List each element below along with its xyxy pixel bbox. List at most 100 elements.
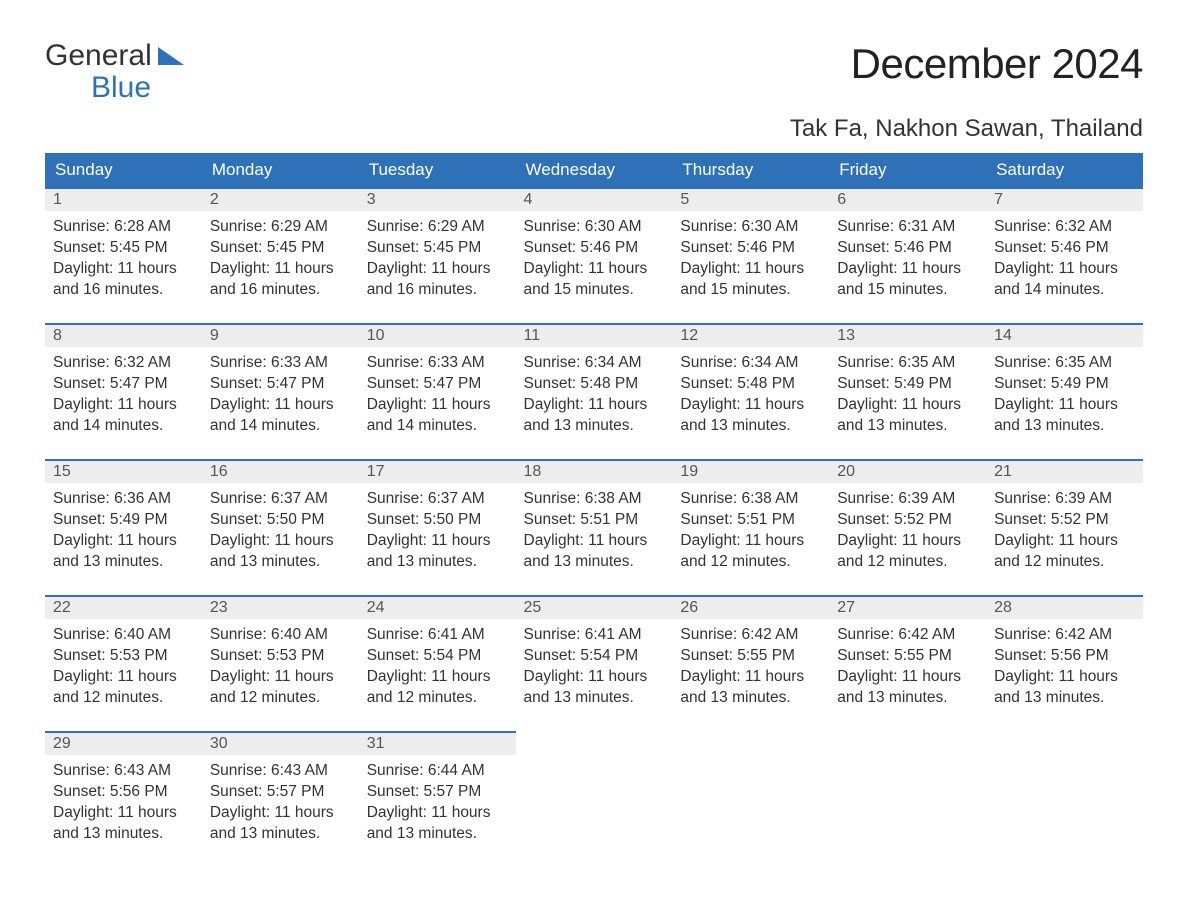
day-cell: 25Sunrise: 6:41 AMSunset: 5:54 PMDayligh… (516, 595, 673, 723)
day-cell (829, 731, 986, 859)
day-number: 3 (359, 187, 516, 211)
daylight-line2: and 14 minutes. (53, 416, 194, 437)
day-details: Sunrise: 6:41 AMSunset: 5:54 PMDaylight:… (516, 619, 673, 719)
sunrise-text: Sunrise: 6:30 AM (680, 217, 821, 238)
daylight-line1: Daylight: 11 hours (53, 259, 194, 280)
sunrise-text: Sunrise: 6:40 AM (53, 625, 194, 646)
daylight-line1: Daylight: 11 hours (994, 259, 1135, 280)
sunset-text: Sunset: 5:46 PM (524, 238, 665, 259)
sunrise-text: Sunrise: 6:35 AM (837, 353, 978, 374)
daylight-line1: Daylight: 11 hours (680, 259, 821, 280)
day-number: 5 (672, 187, 829, 211)
col-sunday: Sunday (45, 153, 202, 187)
daylight-line2: and 14 minutes. (994, 280, 1135, 301)
day-number: 30 (202, 731, 359, 755)
sunrise-text: Sunrise: 6:44 AM (367, 761, 508, 782)
sunrise-text: Sunrise: 6:34 AM (524, 353, 665, 374)
sunset-text: Sunset: 5:47 PM (210, 374, 351, 395)
sunset-text: Sunset: 5:45 PM (210, 238, 351, 259)
day-details: Sunrise: 6:39 AMSunset: 5:52 PMDaylight:… (829, 483, 986, 583)
daylight-line2: and 13 minutes. (837, 688, 978, 709)
sunrise-text: Sunrise: 6:32 AM (994, 217, 1135, 238)
day-details: Sunrise: 6:33 AMSunset: 5:47 PMDaylight:… (359, 347, 516, 447)
daylight-line1: Daylight: 11 hours (994, 395, 1135, 416)
day-cell: 27Sunrise: 6:42 AMSunset: 5:55 PMDayligh… (829, 595, 986, 723)
daylight-line2: and 12 minutes. (367, 688, 508, 709)
sunrise-text: Sunrise: 6:43 AM (53, 761, 194, 782)
sunrise-text: Sunrise: 6:33 AM (367, 353, 508, 374)
daylight-line1: Daylight: 11 hours (210, 667, 351, 688)
day-number: 20 (829, 459, 986, 483)
day-cell: 4Sunrise: 6:30 AMSunset: 5:46 PMDaylight… (516, 187, 673, 315)
day-number: 12 (672, 323, 829, 347)
sunrise-text: Sunrise: 6:34 AM (680, 353, 821, 374)
day-cell: 5Sunrise: 6:30 AMSunset: 5:46 PMDaylight… (672, 187, 829, 315)
day-details: Sunrise: 6:41 AMSunset: 5:54 PMDaylight:… (359, 619, 516, 719)
sunset-text: Sunset: 5:57 PM (367, 782, 508, 803)
col-friday: Friday (829, 153, 986, 187)
daylight-line1: Daylight: 11 hours (524, 531, 665, 552)
sunrise-text: Sunrise: 6:42 AM (994, 625, 1135, 646)
sunrise-text: Sunrise: 6:38 AM (680, 489, 821, 510)
day-details: Sunrise: 6:42 AMSunset: 5:55 PMDaylight:… (829, 619, 986, 719)
daylight-line1: Daylight: 11 hours (210, 531, 351, 552)
day-number: 31 (359, 731, 516, 755)
day-details: Sunrise: 6:28 AMSunset: 5:45 PMDaylight:… (45, 211, 202, 311)
day-details: Sunrise: 6:43 AMSunset: 5:56 PMDaylight:… (45, 755, 202, 855)
day-number: 21 (986, 459, 1143, 483)
week-separator (45, 315, 1143, 323)
sunset-text: Sunset: 5:47 PM (53, 374, 194, 395)
day-number: 22 (45, 595, 202, 619)
sunrise-text: Sunrise: 6:31 AM (837, 217, 978, 238)
daylight-line2: and 15 minutes. (680, 280, 821, 301)
daylight-line1: Daylight: 11 hours (53, 395, 194, 416)
day-number: 19 (672, 459, 829, 483)
week-separator (45, 451, 1143, 459)
day-number: 1 (45, 187, 202, 211)
sunset-text: Sunset: 5:46 PM (994, 238, 1135, 259)
week-row: 8Sunrise: 6:32 AMSunset: 5:47 PMDaylight… (45, 323, 1143, 451)
day-details: Sunrise: 6:29 AMSunset: 5:45 PMDaylight:… (202, 211, 359, 311)
day-cell: 9Sunrise: 6:33 AMSunset: 5:47 PMDaylight… (202, 323, 359, 451)
sunrise-text: Sunrise: 6:43 AM (210, 761, 351, 782)
daylight-line1: Daylight: 11 hours (994, 667, 1135, 688)
sunrise-text: Sunrise: 6:38 AM (524, 489, 665, 510)
day-number: 17 (359, 459, 516, 483)
sunset-text: Sunset: 5:48 PM (524, 374, 665, 395)
day-cell: 8Sunrise: 6:32 AMSunset: 5:47 PMDaylight… (45, 323, 202, 451)
daylight-line2: and 16 minutes. (367, 280, 508, 301)
day-details: Sunrise: 6:42 AMSunset: 5:56 PMDaylight:… (986, 619, 1143, 719)
col-thursday: Thursday (672, 153, 829, 187)
day-cell (516, 731, 673, 859)
sunset-text: Sunset: 5:47 PM (367, 374, 508, 395)
day-cell: 21Sunrise: 6:39 AMSunset: 5:52 PMDayligh… (986, 459, 1143, 587)
daylight-line2: and 14 minutes. (210, 416, 351, 437)
daylight-line1: Daylight: 11 hours (367, 803, 508, 824)
day-details: Sunrise: 6:29 AMSunset: 5:45 PMDaylight:… (359, 211, 516, 311)
day-details: Sunrise: 6:42 AMSunset: 5:55 PMDaylight:… (672, 619, 829, 719)
sunrise-text: Sunrise: 6:28 AM (53, 217, 194, 238)
day-cell: 12Sunrise: 6:34 AMSunset: 5:48 PMDayligh… (672, 323, 829, 451)
day-number: 18 (516, 459, 673, 483)
daylight-line2: and 12 minutes. (837, 552, 978, 573)
daylight-line1: Daylight: 11 hours (367, 531, 508, 552)
day-number: 4 (516, 187, 673, 211)
week-row: 22Sunrise: 6:40 AMSunset: 5:53 PMDayligh… (45, 595, 1143, 723)
daylight-line1: Daylight: 11 hours (994, 531, 1135, 552)
day-cell: 13Sunrise: 6:35 AMSunset: 5:49 PMDayligh… (829, 323, 986, 451)
day-number: 16 (202, 459, 359, 483)
daylight-line1: Daylight: 11 hours (210, 259, 351, 280)
daylight-line2: and 13 minutes. (524, 688, 665, 709)
col-saturday: Saturday (986, 153, 1143, 187)
day-details: Sunrise: 6:32 AMSunset: 5:47 PMDaylight:… (45, 347, 202, 447)
calendar-table: Sunday Monday Tuesday Wednesday Thursday… (45, 153, 1143, 859)
sunrise-text: Sunrise: 6:29 AM (367, 217, 508, 238)
sunrise-text: Sunrise: 6:37 AM (367, 489, 508, 510)
day-details: Sunrise: 6:40 AMSunset: 5:53 PMDaylight:… (202, 619, 359, 719)
logo-word1: General (45, 40, 152, 72)
sunrise-text: Sunrise: 6:39 AM (837, 489, 978, 510)
daylight-line1: Daylight: 11 hours (680, 395, 821, 416)
day-details: Sunrise: 6:43 AMSunset: 5:57 PMDaylight:… (202, 755, 359, 855)
sunset-text: Sunset: 5:56 PM (994, 646, 1135, 667)
daylight-line2: and 13 minutes. (994, 688, 1135, 709)
